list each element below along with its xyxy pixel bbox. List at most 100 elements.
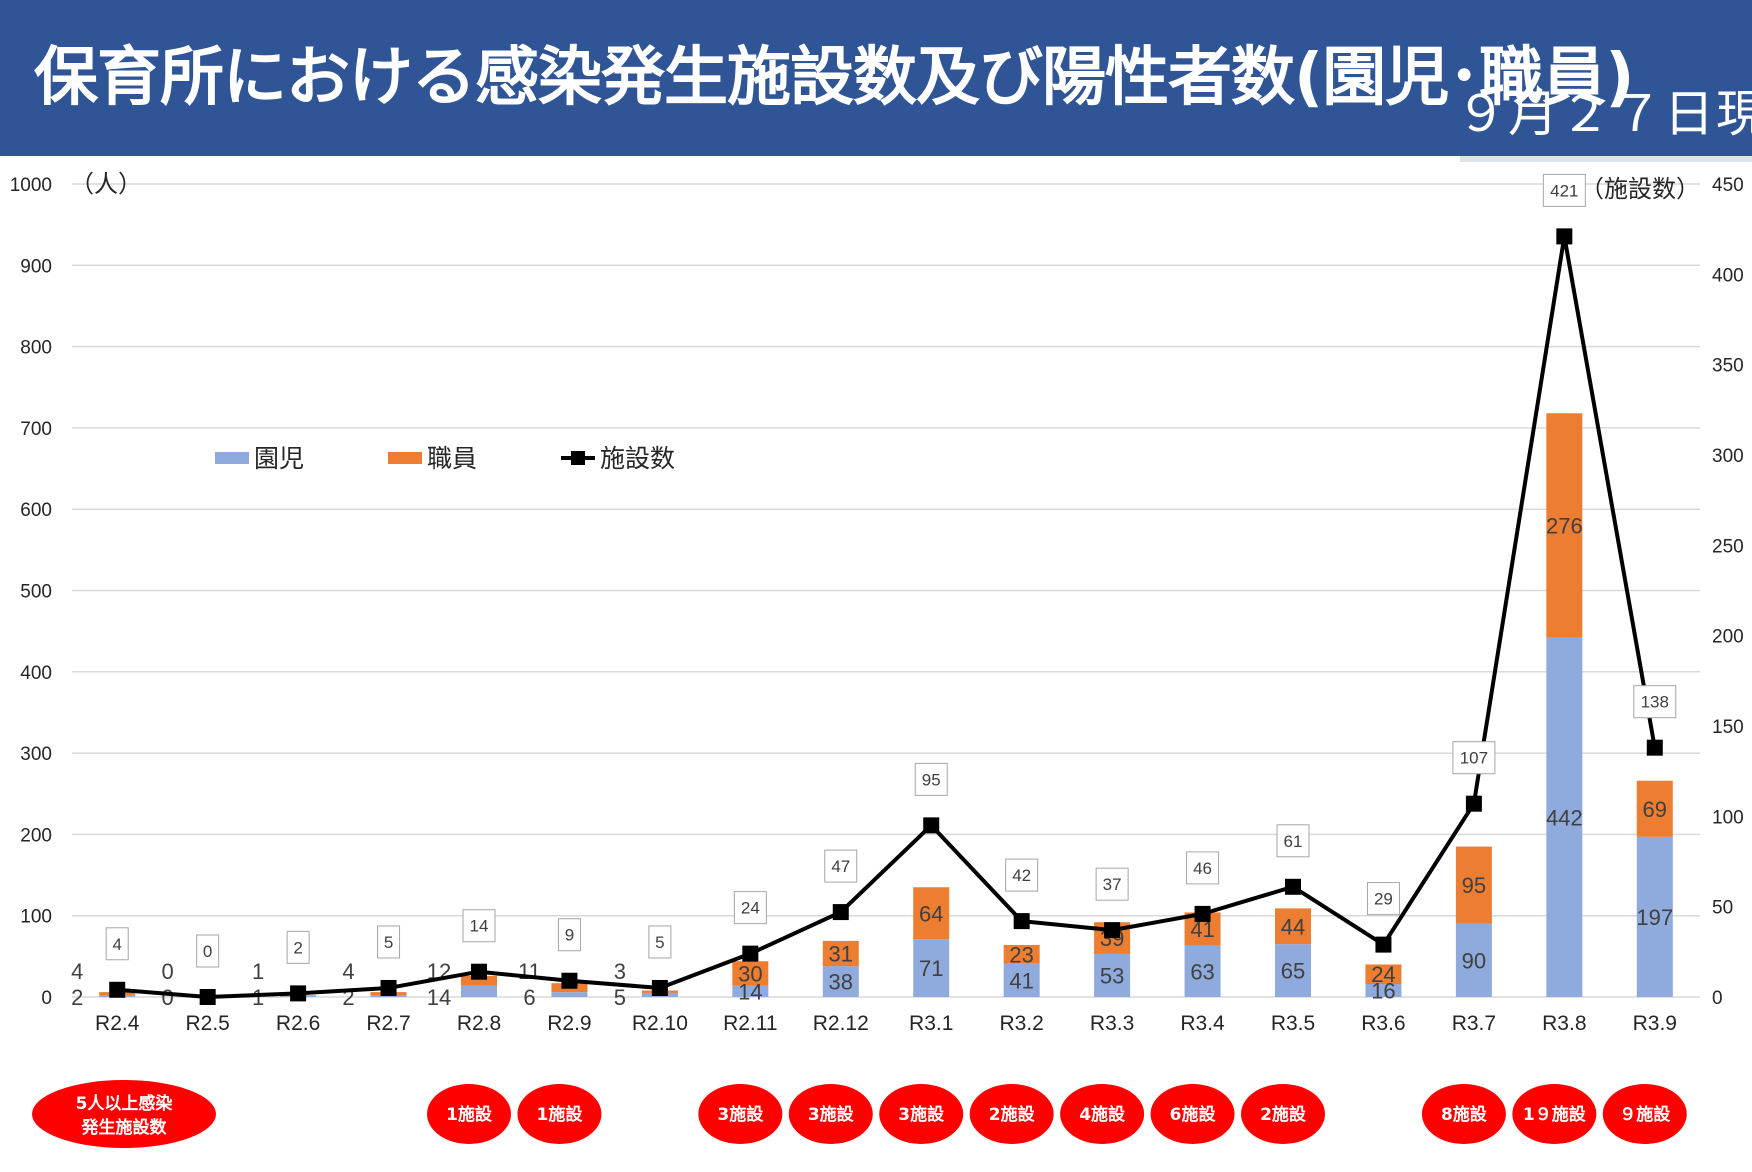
facility-label-box [1095, 867, 1129, 901]
facility-label-box [105, 927, 129, 961]
bar-staff [1275, 908, 1311, 945]
facility-badge-label: 3施設 [898, 1104, 945, 1125]
facility-label: 24 [741, 899, 760, 918]
bar-children [913, 939, 950, 997]
facility-label: 37 [1103, 875, 1122, 894]
legend-swatch-staff [388, 452, 422, 464]
category-label: R3.8 [1542, 1012, 1586, 1035]
facility-marker [1556, 228, 1573, 245]
data-label-children: 197 [1636, 905, 1673, 930]
facility-badge [427, 1084, 511, 1144]
facility-label-box [648, 925, 672, 959]
data-label-children: 0 [162, 985, 174, 1010]
facility-marker [109, 981, 126, 998]
facility-marker [380, 979, 397, 996]
facility-label: 14 [470, 917, 489, 936]
facility-marker [290, 985, 307, 1002]
title-banner: 保育所における感染発生施設数及び陽性者数(園児･職員) ９月２７日現在 [0, 0, 1752, 156]
bar-staff [461, 975, 497, 986]
data-label-staff: 24 [1371, 962, 1395, 987]
gridlines [72, 183, 1700, 998]
bar-children [461, 985, 497, 997]
left-tick-label: 600 [20, 500, 52, 521]
category-label: R2.12 [813, 1012, 869, 1035]
page-title: 保育所における感染発生施設数及び陽性者数(園児･職員) [34, 41, 1634, 115]
facility-label: 5 [655, 933, 664, 952]
right-tick-label: 200 [1712, 627, 1744, 648]
left-tick-label: 100 [20, 907, 52, 928]
category-label: R3.9 [1633, 1012, 1677, 1035]
legend-label-staff: 職員 [427, 444, 477, 473]
data-label-staff: 276 [1546, 513, 1583, 538]
facility-label-box [1276, 824, 1310, 858]
data-label-staff: 23 [1009, 942, 1033, 967]
left-tick-label: 800 [20, 338, 52, 359]
facility-marker [832, 904, 849, 921]
as-of-date: ９月２７日現在 [1456, 85, 1752, 143]
facility-label: 95 [922, 770, 941, 789]
bar-staff [1365, 964, 1402, 984]
data-label-children: 5 [614, 985, 626, 1010]
category-label: R2.7 [366, 1012, 410, 1035]
category-label: R3.7 [1452, 1012, 1496, 1035]
left-tick-label: 500 [20, 582, 52, 603]
facility-badge-label: 8施設 [1441, 1104, 1488, 1125]
legend: 園児 職員 施設数 [215, 444, 675, 473]
facility-marker [923, 817, 940, 834]
category-label: R3.1 [909, 1012, 953, 1035]
right-tick-label: 50 [1712, 898, 1733, 919]
bar-children [1455, 923, 1492, 997]
legend-marker-facilities [571, 451, 585, 465]
category-label: R3.6 [1361, 1012, 1405, 1035]
facility-badge [879, 1084, 964, 1144]
category-label: R3.2 [999, 1012, 1043, 1035]
facility-label: 138 [1641, 693, 1669, 712]
facility-label: 2 [293, 938, 302, 957]
bar-children [1003, 963, 1040, 997]
facility-label: 29 [1374, 890, 1393, 909]
facility-label: 421 [1550, 181, 1578, 200]
facility-label-box [1452, 741, 1496, 775]
left-tick-label: 0 [41, 988, 52, 1009]
category-label: R2.5 [185, 1012, 229, 1035]
facility-badge [517, 1084, 602, 1144]
bar-children [1275, 944, 1311, 997]
data-label-staff: 69 [1643, 797, 1667, 822]
data-label-children: 1 [252, 985, 264, 1010]
category-axis: R2.4 R2.5 R2.6 R2.7 R2.8 R2.9 R2.10 R2.11 R2.12 R… [95, 1012, 1677, 1035]
category-label: R2.6 [276, 1012, 320, 1035]
facility-label-box [1005, 858, 1039, 892]
data-label-staff: 3 [614, 959, 626, 984]
right-tick-label: 0 [1712, 988, 1723, 1009]
facility-marker [1104, 922, 1121, 939]
facility-badge [969, 1084, 1054, 1144]
facility-marker [1375, 936, 1392, 953]
facility-marker [1465, 795, 1482, 812]
bar-staff [1636, 780, 1673, 837]
left-tick-label: 1000 [10, 175, 52, 196]
left-tick-label: 300 [20, 744, 52, 765]
right-tick-label: 300 [1712, 446, 1744, 467]
right-tick-label: 450 [1712, 175, 1744, 196]
data-label-children: 90 [1462, 948, 1486, 973]
facility-badge [1421, 1084, 1506, 1144]
category-label: R2.8 [457, 1012, 501, 1035]
data-label-staff: 44 [1281, 914, 1305, 939]
header-rule [1460, 156, 1752, 162]
facility-label-box [196, 934, 220, 968]
data-label-children: 65 [1281, 959, 1305, 984]
data-label-children: 63 [1190, 959, 1214, 984]
data-label-children: 16 [1371, 978, 1395, 1003]
data-label-children: 14 [427, 985, 451, 1010]
bar-staff [1455, 846, 1492, 924]
category-label: R2.4 [95, 1012, 140, 1035]
legend-swatch-children [215, 452, 249, 464]
facility-badge [1060, 1084, 1145, 1144]
facility-badge-label: 6施設 [1170, 1104, 1217, 1125]
left-tick-label: 900 [20, 256, 52, 277]
facility-label: 9 [565, 926, 574, 945]
data-label-children: 442 [1546, 805, 1583, 830]
facility-marker [1646, 739, 1663, 756]
